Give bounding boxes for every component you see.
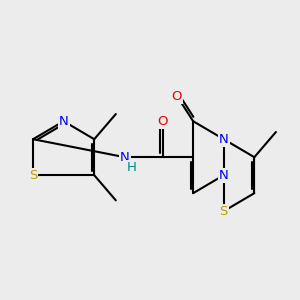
- Text: N: N: [219, 133, 229, 146]
- Text: O: O: [172, 89, 182, 103]
- Text: N: N: [219, 169, 229, 182]
- Text: N: N: [120, 151, 130, 164]
- Text: S: S: [29, 169, 37, 182]
- Text: H: H: [126, 161, 136, 174]
- Text: N: N: [59, 115, 68, 128]
- Text: O: O: [157, 115, 168, 128]
- Text: S: S: [220, 205, 228, 218]
